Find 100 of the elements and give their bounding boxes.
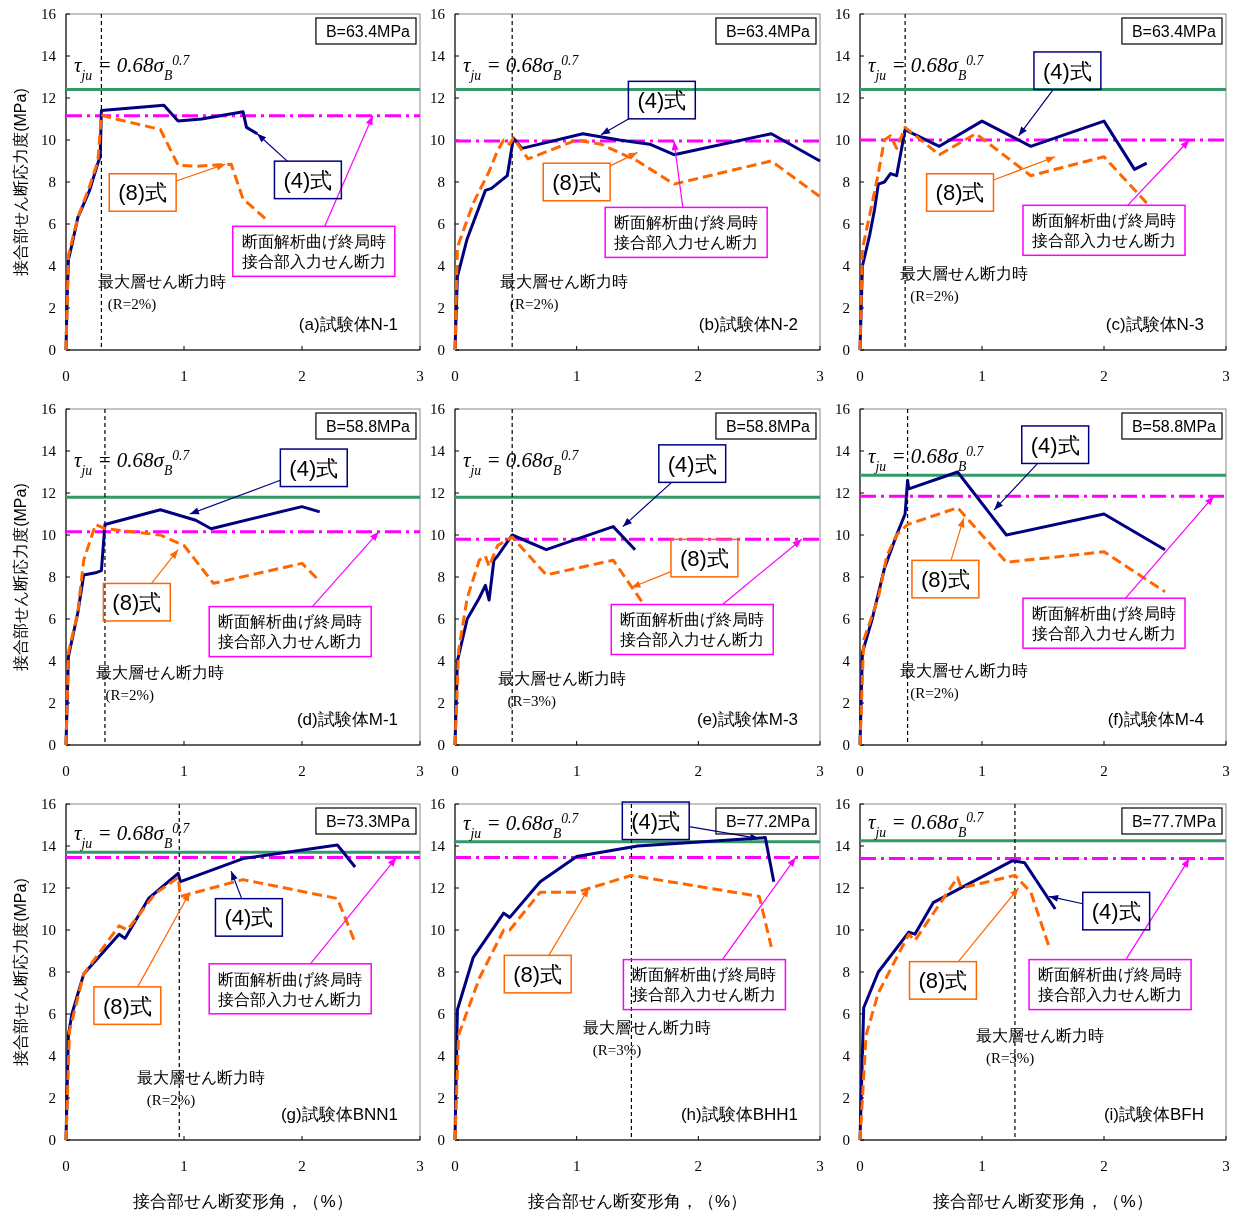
y-tick-label: 2 (48, 695, 56, 711)
y-tick-label: 14 (835, 838, 851, 854)
text: (f)試験体M-4 (1107, 710, 1204, 729)
annotation: 最大層せん断力時 (582, 1018, 711, 1036)
annotation: B=77.7MPa (1131, 813, 1217, 830)
legend-label: (4)式 (631, 808, 681, 834)
y-axis-title: 接合部せん断応力度(MPa) (12, 878, 29, 1066)
y-tick-label: 12 (41, 90, 56, 106)
y-tick-label: 4 (842, 1048, 851, 1064)
x-tick-label: 2 (298, 1158, 306, 1174)
y-tick-label: 8 (842, 964, 850, 980)
x-tick-label: 3 (1222, 368, 1230, 384)
y-tick-label: 2 (437, 695, 445, 711)
legend-label: (8)式 (112, 590, 162, 616)
series-label: (8)式 (918, 968, 968, 994)
text: (e)試験体M-3 (696, 710, 798, 729)
x-tick-label: 3 (1222, 763, 1230, 779)
series-label: (4)式 (1042, 58, 1092, 84)
y-tick-label: 16 (41, 401, 57, 417)
y-tick-label: 6 (842, 216, 851, 232)
x-tick-label: 2 (1100, 763, 1108, 779)
text: (g)試験体BNN1 (280, 1105, 398, 1124)
y-tick-label: 6 (842, 611, 851, 627)
ref-line-label: 断面解析曲げ終局時接合部入力せん断力 (632, 966, 777, 1004)
x-tick-label: 1 (572, 763, 581, 779)
y-tick-label: 10 (835, 527, 850, 543)
y-tick-label: 4 (48, 653, 57, 669)
annotation: 最大層せん断力時 (900, 264, 1029, 282)
ref-line-label: 断面解析曲げ終局時接合部入力せん断力 (1032, 604, 1176, 642)
text: (h)試験体BHH1 (680, 1105, 798, 1124)
x-tick-label: 2 (298, 763, 306, 779)
y-tick-label: 12 (430, 485, 445, 501)
x-tick-label: 3 (416, 763, 424, 779)
y-tick-label: 14 (430, 443, 446, 459)
y-tick-label: 0 (842, 737, 850, 753)
annotation: (R=3%) (985, 1050, 1035, 1068)
y-tick-label: 14 (41, 838, 57, 854)
y-tick-label: 10 (41, 132, 56, 148)
series-label: (8)式 (118, 180, 168, 206)
y-tick-label: 2 (437, 1090, 445, 1106)
x-tick-label: 3 (416, 1158, 424, 1174)
annotation: 最大層せん断力時 (975, 1027, 1104, 1045)
series-label: (8)式 (935, 180, 985, 206)
legend-label: (4)式 (1091, 899, 1141, 925)
series-label: (8)式 (552, 169, 602, 195)
legend-label: (4)式 (224, 905, 274, 931)
x-tick-label: 2 (694, 763, 703, 779)
ref-line-label: 断面解析曲げ終局時接合部入力せん断力 (1032, 212, 1176, 250)
x-tick-label: 3 (816, 763, 824, 779)
y-tick-label: 0 (437, 342, 445, 358)
y-tick-label: 10 (835, 922, 850, 938)
x-tick-label: 3 (816, 1158, 824, 1174)
annotation: 最大層せん断力時 (136, 1069, 265, 1087)
y-tick-label: 4 (437, 1048, 446, 1064)
series-label: (4)式 (637, 88, 687, 114)
y-tick-label: 8 (437, 964, 445, 980)
text: (8)式 (679, 546, 729, 572)
annotation: (R=2%) (107, 296, 157, 313)
ref-line-label: 断面解析曲げ終局時接合部入力せん断力 (620, 611, 765, 649)
x-tick-label: 1 (180, 763, 188, 779)
annotation: B=58.8MPa (1131, 418, 1217, 435)
x-tick-label: 2 (298, 368, 306, 384)
x-tick-label: 0 (856, 368, 864, 384)
x-tick-label: 3 (1222, 1158, 1230, 1174)
annotation: B=63.4MPa (325, 23, 411, 40)
y-tick-label: 6 (842, 1006, 851, 1022)
y-tick-label: 14 (835, 443, 851, 459)
y-tick-label: 16 (835, 401, 851, 417)
annotation: B=63.4MPa (1131, 23, 1217, 40)
y-tick-label: 8 (437, 174, 445, 190)
x-tick-label: 1 (572, 1158, 581, 1174)
x-tick-label: 0 (856, 763, 864, 779)
x-tick-label: 1 (978, 1158, 986, 1174)
y-tick-label: 16 (430, 401, 446, 417)
annotation: 最大層せん断力時 (500, 273, 629, 290)
text: (4)式 (667, 451, 717, 477)
x-axis-title: 接合部せん断変形角，（%） (933, 1192, 1153, 1211)
y-tick-label: 16 (41, 796, 57, 812)
y-tick-label: 8 (437, 569, 445, 585)
y-tick-label: 14 (430, 48, 446, 64)
x-tick-label: 2 (694, 1158, 703, 1174)
y-tick-label: 10 (430, 922, 445, 938)
series-label: (8)式 (513, 962, 563, 988)
y-tick-label: 4 (842, 258, 851, 274)
series-label: (8)式 (102, 993, 152, 1019)
x-tick-label: 0 (62, 763, 70, 779)
x-tick-label: 1 (180, 1158, 188, 1174)
y-tick-label: 0 (842, 1132, 850, 1148)
y-tick-label: 6 (437, 1006, 446, 1022)
ref-line-label: 断面解析曲げ終局時接合部入力せん断力 (241, 233, 386, 271)
x-axis-title: 接合部せん断変形角，（%） (133, 1192, 353, 1211)
annotation: 最大層せん断力時 (95, 663, 224, 681)
y-tick-label: 12 (41, 485, 56, 501)
y-axis-title: 接合部せん断応力度(MPa) (12, 483, 29, 671)
text: (4)式 (1030, 432, 1080, 458)
x-tick-label: 0 (451, 763, 459, 779)
x-tick-label: 3 (416, 368, 424, 384)
y-tick-label: 2 (842, 300, 850, 316)
y-tick-label: 2 (48, 300, 56, 316)
y-tick-label: 14 (41, 443, 57, 459)
